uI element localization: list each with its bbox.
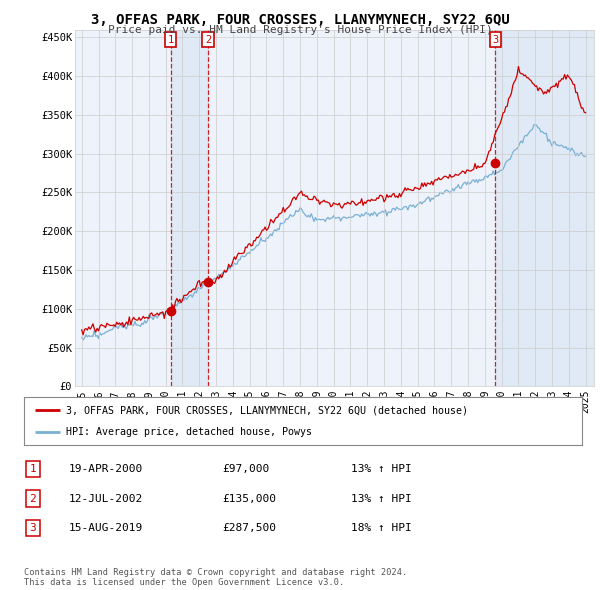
Text: 19-APR-2000: 19-APR-2000 (69, 464, 143, 474)
Text: Price paid vs. HM Land Registry's House Price Index (HPI): Price paid vs. HM Land Registry's House … (107, 25, 493, 35)
Text: 13% ↑ HPI: 13% ↑ HPI (351, 494, 412, 503)
Text: £135,000: £135,000 (222, 494, 276, 503)
Text: 3: 3 (29, 523, 37, 533)
Text: 2: 2 (29, 494, 37, 503)
Text: 3, OFFAS PARK, FOUR CROSSES, LLANYMYNECH, SY22 6QU (detached house): 3, OFFAS PARK, FOUR CROSSES, LLANYMYNECH… (66, 405, 468, 415)
Text: 1: 1 (29, 464, 37, 474)
Text: 15-AUG-2019: 15-AUG-2019 (69, 523, 143, 533)
Text: 13% ↑ HPI: 13% ↑ HPI (351, 464, 412, 474)
Text: 18% ↑ HPI: 18% ↑ HPI (351, 523, 412, 533)
Bar (495, 30, 594, 386)
Text: 12-JUL-2002: 12-JUL-2002 (69, 494, 143, 503)
Text: 1: 1 (167, 35, 173, 45)
Bar (170, 30, 208, 386)
Text: Contains HM Land Registry data © Crown copyright and database right 2024.
This d: Contains HM Land Registry data © Crown c… (24, 568, 407, 587)
Text: HPI: Average price, detached house, Powys: HPI: Average price, detached house, Powy… (66, 427, 312, 437)
Text: £97,000: £97,000 (222, 464, 269, 474)
Text: 2: 2 (205, 35, 211, 45)
Text: 3: 3 (492, 35, 499, 45)
Text: £287,500: £287,500 (222, 523, 276, 533)
Text: 3, OFFAS PARK, FOUR CROSSES, LLANYMYNECH, SY22 6QU: 3, OFFAS PARK, FOUR CROSSES, LLANYMYNECH… (91, 13, 509, 27)
